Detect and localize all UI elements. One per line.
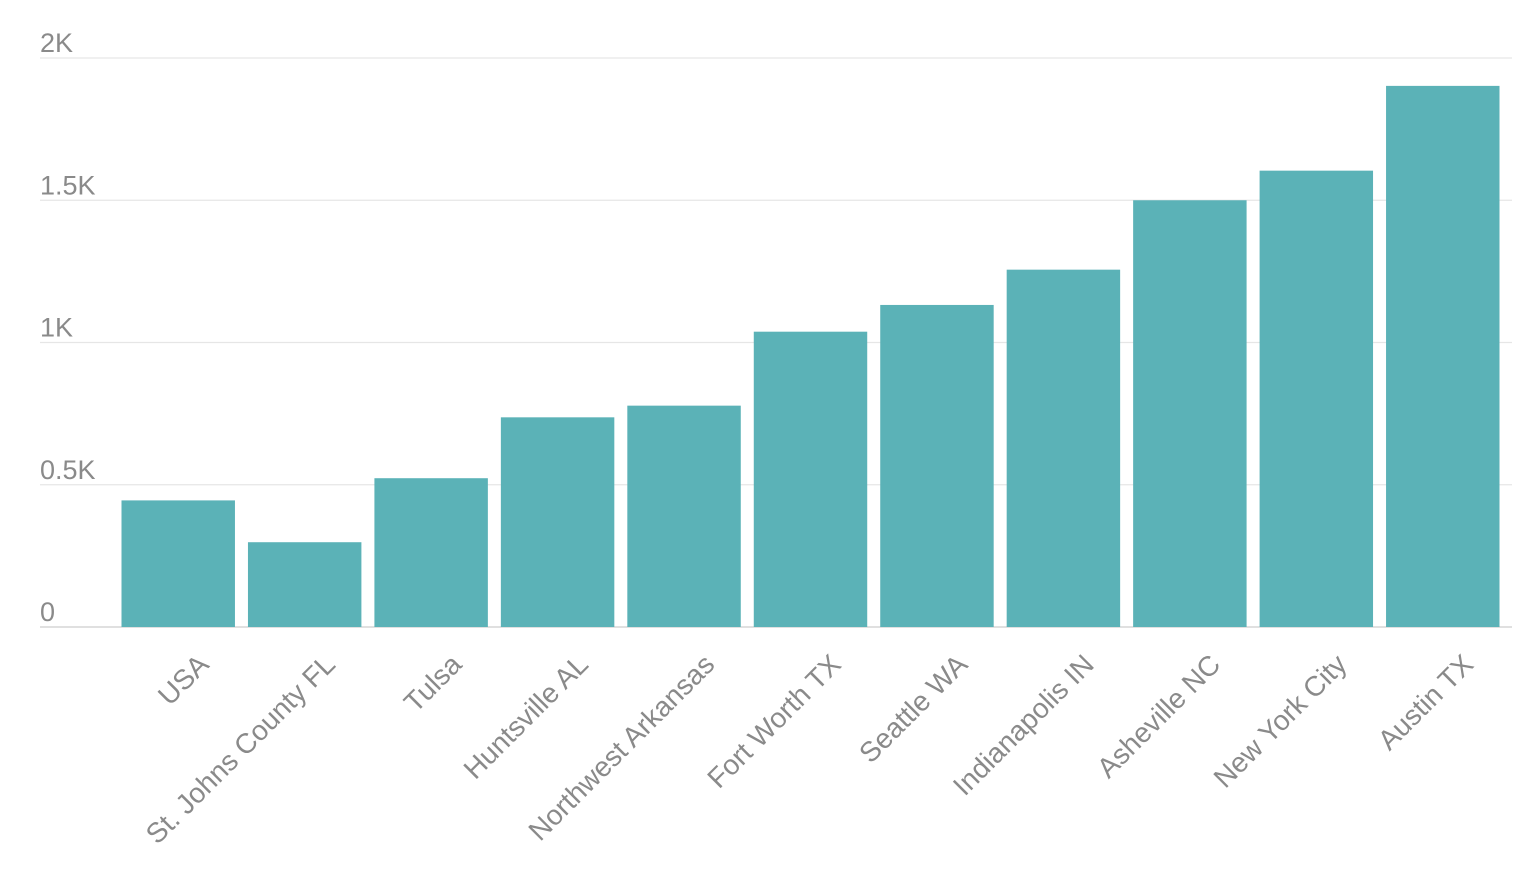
bar — [627, 405, 741, 627]
x-tick-label: Asheville NC — [1091, 648, 1226, 783]
x-tick-label: Tulsa — [398, 648, 468, 718]
y-axis-tick-labels: 0 0.5K 1K 1.5K 2K — [40, 28, 96, 627]
bar — [1006, 269, 1121, 627]
bar — [1133, 200, 1247, 627]
bar — [374, 478, 488, 627]
bar — [500, 417, 615, 627]
y-tick-label: 0.5K — [40, 455, 96, 485]
bar — [1386, 85, 1500, 628]
x-tick-label: USA — [152, 648, 215, 711]
x-tick-label: Huntsville AL — [458, 648, 594, 784]
y-tick-label: 2K — [40, 28, 73, 58]
y-tick-label: 1K — [40, 313, 73, 343]
x-tick-label: Seattle WA — [853, 648, 973, 768]
bar — [880, 304, 994, 627]
bar — [1259, 170, 1374, 628]
bars — [121, 85, 1500, 628]
x-tick-label: Fort Worth TX — [701, 648, 847, 794]
bar — [121, 500, 235, 627]
y-tick-label: 1.5K — [40, 170, 96, 200]
y-tick-label: 0 — [40, 597, 55, 627]
x-tick-label: Austin TX — [1372, 648, 1480, 756]
bar — [247, 542, 362, 627]
x-tick-label: New York City — [1208, 648, 1353, 793]
bar — [753, 331, 868, 627]
